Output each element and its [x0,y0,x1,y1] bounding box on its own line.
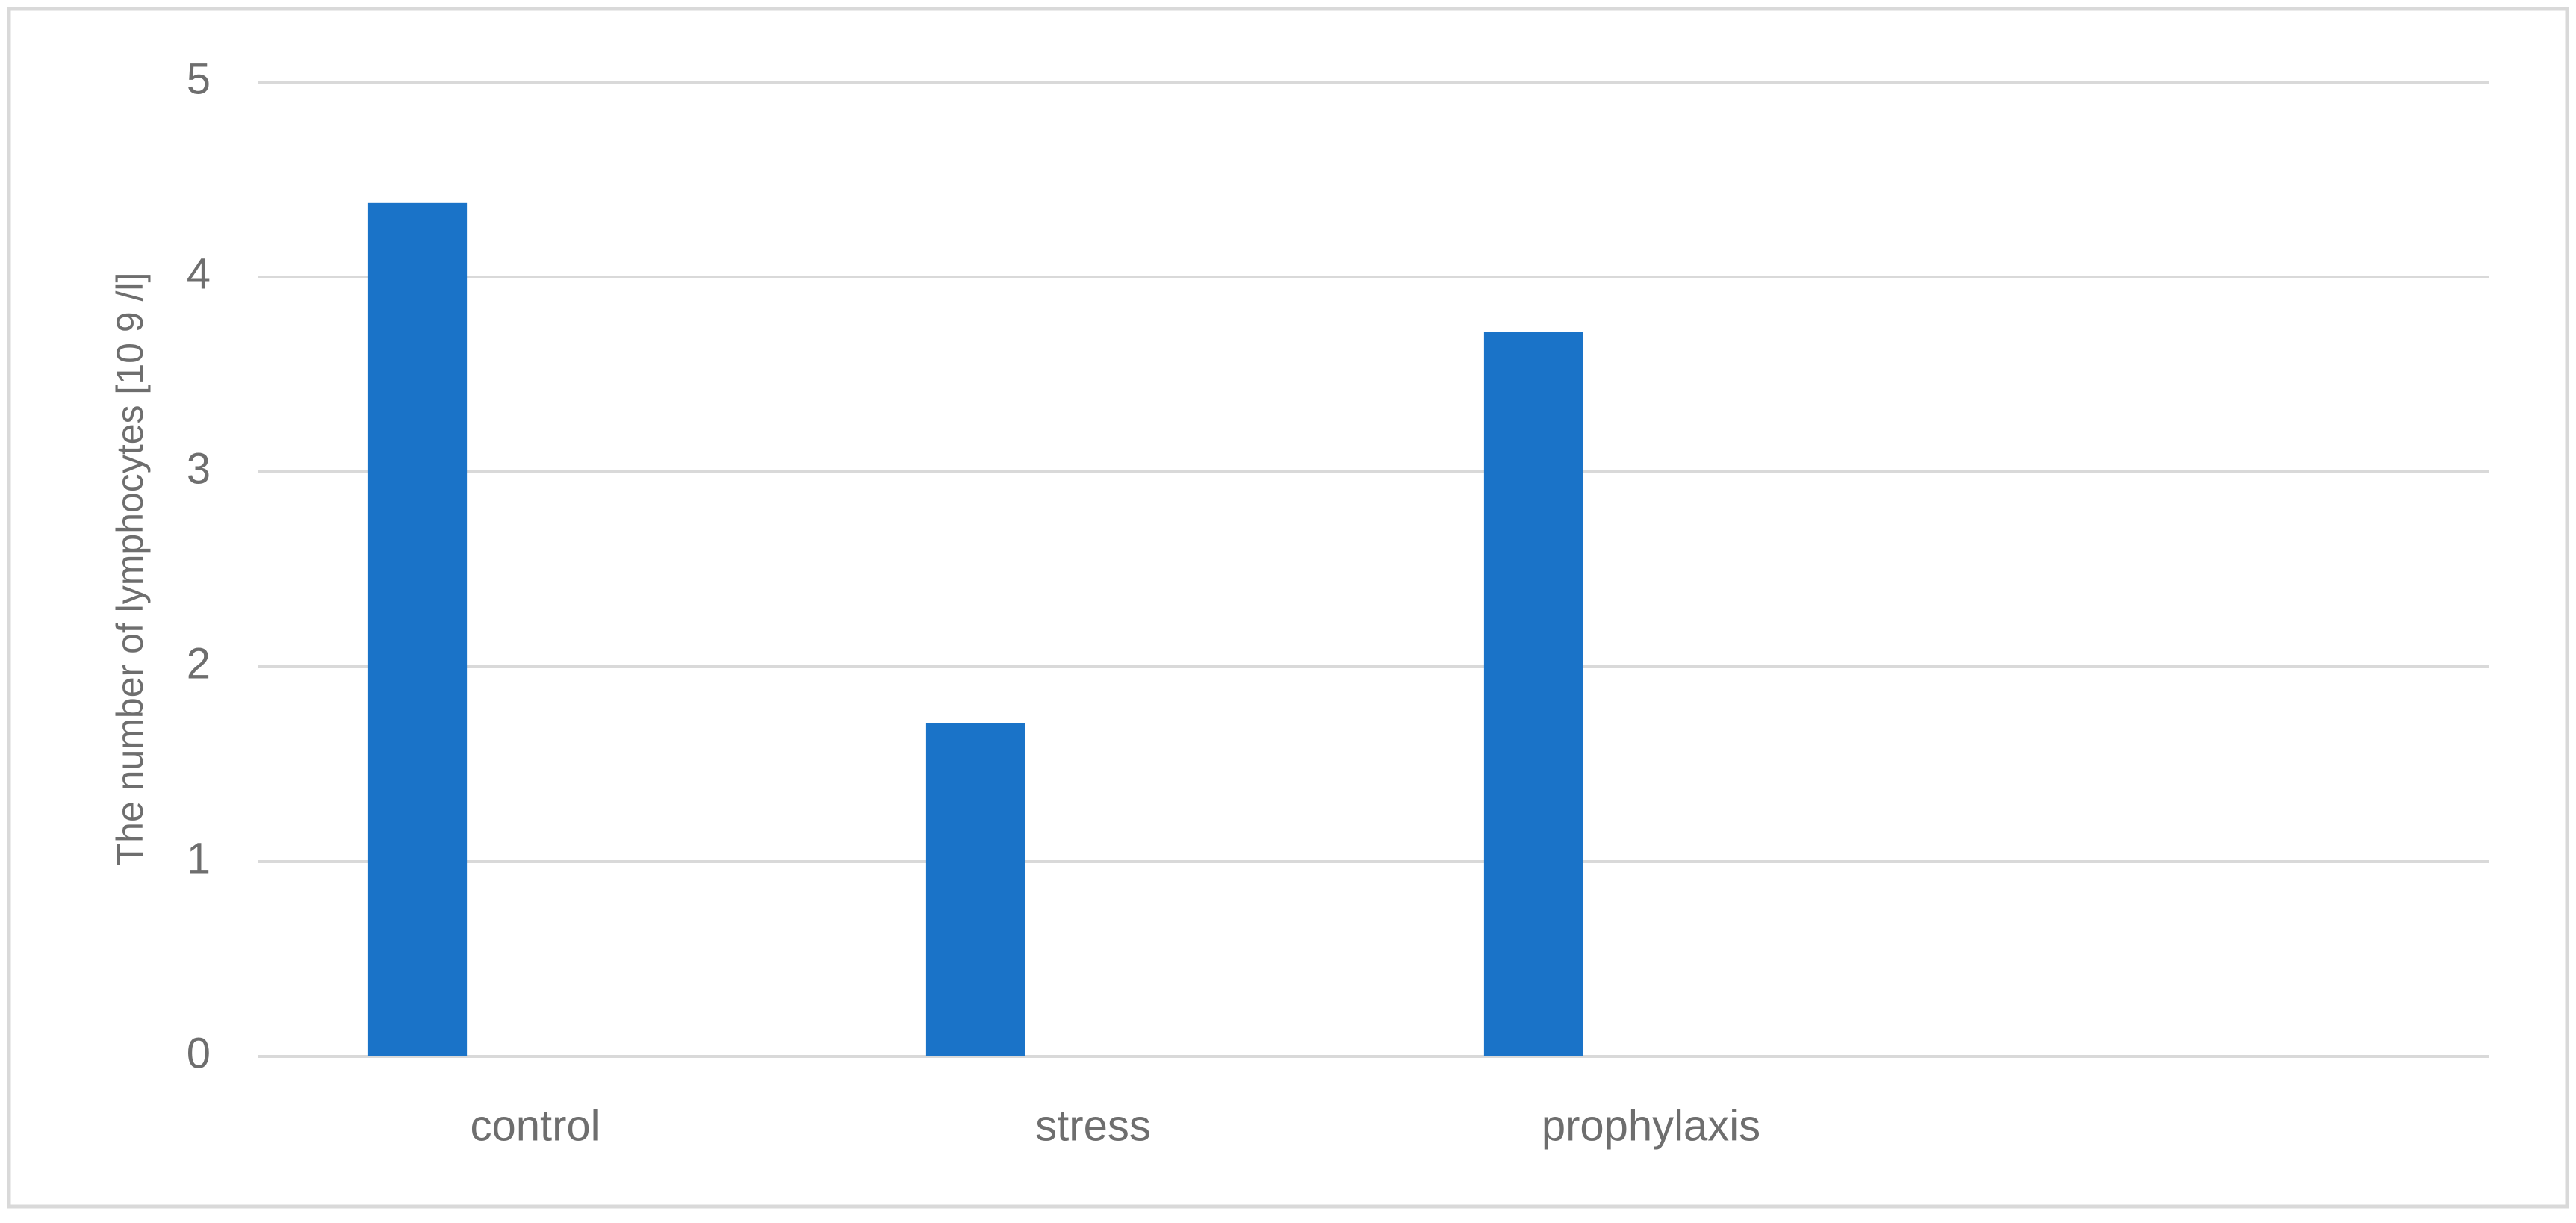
y-tick-label: 5 [187,55,211,103]
bar [367,202,468,1056]
y-tick-label: 3 [187,444,211,493]
bar [1483,332,1583,1057]
y-tick-label: 2 [187,639,211,688]
x-tick-label: control [470,1101,600,1150]
y-tick-label: 1 [187,834,211,883]
bar [925,723,1025,1056]
y-tick-label: 0 [187,1029,211,1077]
x-tick-label: prophylaxis [1542,1101,1760,1150]
y-axis-title: The number of lymphocytes [10 9 /l] [109,273,151,866]
x-tick-label: stress [1035,1101,1151,1150]
y-tick-label: 4 [187,249,211,298]
